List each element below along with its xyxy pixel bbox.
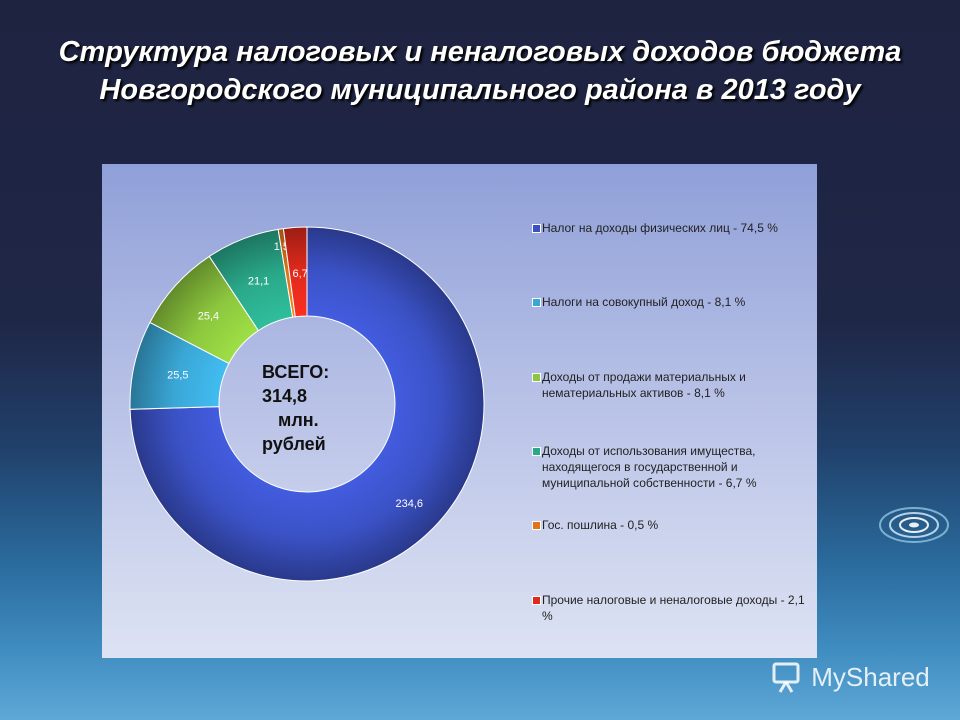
legend-label: Доходы от продажи материальных и нематер… bbox=[542, 370, 746, 400]
chart-panel: 234,6 25,5 25,4 21,1 1,5 6,7 ВСЕГО: 314,8 млн… bbox=[102, 164, 817, 658]
legend-item: Доходы от использования имущества, наход… bbox=[532, 443, 812, 491]
legend-label: Доходы от использования имущества, наход… bbox=[542, 444, 757, 490]
donut-center-label: ВСЕГО: 314,8 млн. рублей bbox=[262, 360, 382, 456]
presentation-icon bbox=[772, 662, 800, 693]
legend-item: Гос. пошлина - 0,5 % bbox=[532, 517, 812, 533]
center-line-3: млн. bbox=[278, 410, 319, 430]
legend-item: Прочие налоговые и неналоговые доходы - … bbox=[532, 592, 812, 624]
ripple-decoration-icon bbox=[879, 507, 949, 543]
data-label-2: 25,4 bbox=[198, 310, 219, 322]
center-line-1: ВСЕГО: bbox=[262, 362, 330, 382]
donut-slice-5 bbox=[282, 226, 308, 318]
legend-swatch bbox=[532, 596, 541, 605]
page-title: Структура налоговых и неналоговых доходо… bbox=[58, 36, 902, 106]
data-label-0: 234,6 bbox=[395, 498, 423, 510]
legend-swatch bbox=[532, 521, 541, 530]
legend-label: Налог на доходы физических лиц - 74,5 % bbox=[542, 221, 778, 235]
legend-label: Прочие налоговые и неналоговые доходы - … bbox=[542, 593, 805, 623]
legend-item: Налог на доходы физических лиц - 74,5 % bbox=[532, 220, 812, 236]
donut-chart: 234,625,525,421,11,56,7 bbox=[129, 226, 485, 582]
center-line-2: 314,8 bbox=[262, 386, 308, 406]
legend-swatch bbox=[532, 373, 541, 382]
legend-swatch bbox=[532, 224, 541, 233]
legend-item: Доходы от продажи материальных и нематер… bbox=[532, 369, 812, 401]
watermark-logo: MyShared bbox=[770, 655, 930, 695]
legend-swatch bbox=[532, 298, 541, 307]
data-label-5: 6,7 bbox=[292, 268, 307, 280]
legend-item: Налоги на совокупный доход - 8,1 % bbox=[532, 294, 812, 310]
watermark-text: MyShared bbox=[811, 662, 930, 693]
data-label-3: 21,1 bbox=[248, 276, 269, 288]
legend-label: Гос. пошлина - 0,5 % bbox=[542, 518, 659, 532]
legend-swatch bbox=[532, 447, 541, 456]
donut-slice-0 bbox=[129, 226, 485, 582]
data-label-1: 25,5 bbox=[167, 369, 188, 381]
center-line-4: рублей bbox=[262, 434, 326, 454]
legend-label: Налоги на совокупный доход - 8,1 % bbox=[542, 295, 746, 309]
